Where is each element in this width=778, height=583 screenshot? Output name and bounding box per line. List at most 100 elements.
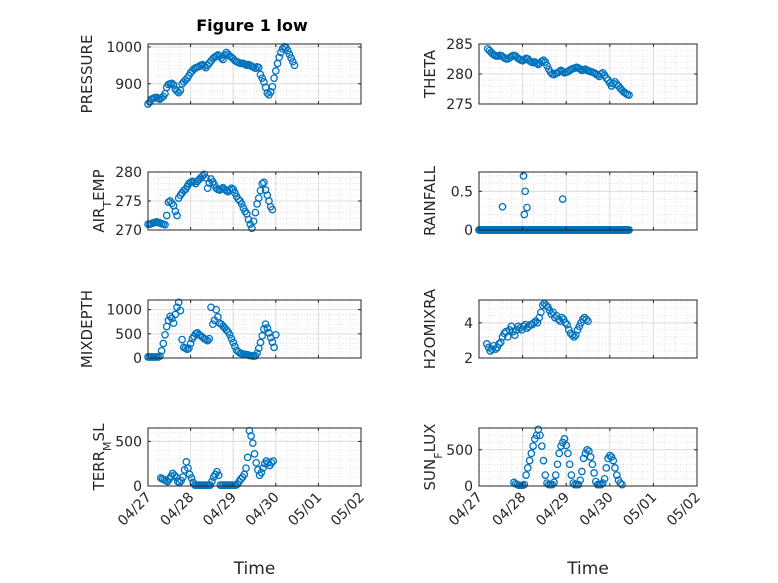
subplot-terr_msl: 0 500 04/27 04/28 04/29 04/30 05/01 05/02 Time TE… xyxy=(90,423,368,579)
data-point xyxy=(261,186,270,194)
data-point xyxy=(252,458,261,467)
data-point xyxy=(186,339,195,348)
data-point xyxy=(533,318,542,327)
y-axis-label: H2OMIXRA xyxy=(421,288,439,369)
data-point xyxy=(268,205,277,214)
data-point xyxy=(520,210,529,219)
data-point xyxy=(174,88,183,97)
data-point xyxy=(166,312,175,321)
y-tick-label: 285 xyxy=(446,37,473,53)
axes-frame xyxy=(478,299,698,359)
data-point xyxy=(578,467,586,476)
data-point xyxy=(266,88,275,96)
data-point xyxy=(625,91,633,99)
data-point xyxy=(553,460,562,469)
data-point xyxy=(171,207,180,216)
x-tick-label: 04/29 xyxy=(533,490,573,530)
data-point xyxy=(170,471,179,480)
data-point xyxy=(249,217,258,226)
data-point xyxy=(588,460,597,469)
data-point xyxy=(607,453,616,461)
x-axis-label: Time xyxy=(566,559,609,579)
data-point xyxy=(161,220,169,229)
data-point xyxy=(271,67,280,75)
y-tick-label: 4 xyxy=(464,316,473,332)
y-tick-label: 1000 xyxy=(106,303,142,319)
data-point xyxy=(551,471,560,479)
data-point xyxy=(247,432,255,440)
data-point xyxy=(278,44,287,53)
data-point xyxy=(618,480,626,489)
y-tick-label: 500 xyxy=(115,327,142,343)
data-point xyxy=(583,445,591,454)
data-point xyxy=(214,471,223,480)
data-point xyxy=(578,315,587,324)
data-point xyxy=(162,211,171,220)
data-point xyxy=(530,318,538,327)
data-point xyxy=(248,224,256,233)
data-point xyxy=(203,184,212,193)
data-point xyxy=(168,79,176,88)
data-point xyxy=(536,431,544,440)
data-point xyxy=(288,57,297,66)
data-point xyxy=(161,330,169,339)
x-tick-label: 05/02 xyxy=(664,490,704,530)
data-point xyxy=(605,451,614,460)
data-point xyxy=(176,306,185,315)
subplot-theta: 275 280 285 THETA xyxy=(421,37,698,113)
y-tick-label: 280 xyxy=(115,165,142,181)
data-point xyxy=(248,439,257,448)
axes-frame xyxy=(147,299,362,359)
data-point xyxy=(576,65,585,74)
data-point xyxy=(521,187,530,196)
data-point xyxy=(564,449,572,458)
data-point xyxy=(271,330,280,339)
y-axis-label: PRESSURE xyxy=(78,35,96,114)
data-point xyxy=(219,55,227,64)
data-point xyxy=(558,67,567,76)
data-point xyxy=(579,454,588,463)
data-point xyxy=(520,55,529,64)
data-point xyxy=(558,195,567,203)
data-point xyxy=(231,342,239,351)
data-point xyxy=(498,202,507,211)
data-point xyxy=(597,70,605,78)
data-point xyxy=(258,331,267,340)
y-axis-label: THETA xyxy=(421,49,439,99)
subplot-pressure: 900 1000 PRESSURE xyxy=(78,35,362,114)
data-point xyxy=(187,474,196,482)
y-axis-label: RAINFALL xyxy=(421,165,439,236)
data-point xyxy=(570,333,578,341)
data-point xyxy=(482,340,491,348)
data-point xyxy=(584,317,592,325)
data-point xyxy=(225,330,234,339)
data-point xyxy=(173,211,181,220)
subplot-sun_flux: 0 500 04/27 04/28 04/29 04/30 05/01 05/02 Time SU… xyxy=(421,424,704,579)
data-point xyxy=(543,61,551,70)
data-point xyxy=(537,442,546,450)
data-point xyxy=(285,50,294,59)
data-point xyxy=(254,63,263,72)
data-point xyxy=(542,301,550,310)
data-point xyxy=(253,349,261,358)
data-point xyxy=(491,345,500,354)
data-point xyxy=(520,480,529,489)
data-point xyxy=(173,87,181,95)
y-axis-label: TERRMSL xyxy=(90,423,114,492)
data-point xyxy=(159,339,168,348)
data-point xyxy=(574,480,583,489)
data-point xyxy=(169,81,178,89)
data-point xyxy=(157,346,166,355)
data-point xyxy=(283,46,292,55)
x-tick-label: 04/30 xyxy=(577,490,617,530)
y-tick-label: 900 xyxy=(115,77,142,93)
data-point xyxy=(256,338,265,347)
data-point xyxy=(269,457,278,465)
data-point xyxy=(206,481,215,489)
y-axis-label: SUNFLUX xyxy=(421,424,445,491)
data-point xyxy=(555,449,564,458)
data-point xyxy=(208,477,216,486)
data-point xyxy=(541,58,550,66)
data-point xyxy=(609,456,618,465)
x-tick-label: 05/02 xyxy=(328,490,368,530)
